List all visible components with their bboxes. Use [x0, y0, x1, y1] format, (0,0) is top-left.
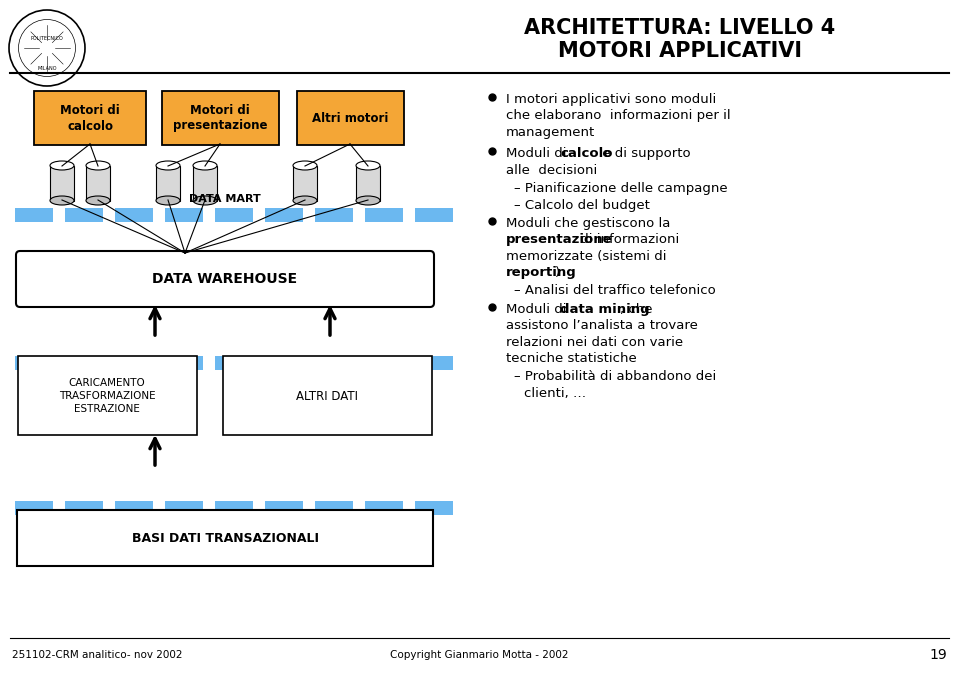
Ellipse shape: [193, 161, 217, 170]
Bar: [365, 501, 403, 515]
Ellipse shape: [193, 196, 217, 205]
Ellipse shape: [86, 196, 110, 205]
Text: presentazione: presentazione: [506, 234, 613, 246]
Text: Motori di
presentazione: Motori di presentazione: [173, 103, 268, 132]
FancyBboxPatch shape: [18, 356, 197, 435]
Text: alle  decisioni: alle decisioni: [506, 164, 597, 177]
Text: memorizzate (sistemi di: memorizzate (sistemi di: [506, 249, 667, 263]
Text: – Pianificazione delle campagne: – Pianificazione delle campagne: [514, 182, 728, 195]
Text: MOTORI APPLICATIVI: MOTORI APPLICATIVI: [558, 41, 802, 61]
Bar: [215, 356, 253, 370]
Text: BASI DATI TRANSAZIONALI: BASI DATI TRANSAZIONALI: [131, 532, 318, 545]
Ellipse shape: [356, 196, 380, 205]
FancyBboxPatch shape: [161, 91, 278, 145]
FancyBboxPatch shape: [34, 91, 146, 145]
Text: DATA WAREHOUSE: DATA WAREHOUSE: [152, 272, 297, 286]
Ellipse shape: [356, 161, 380, 170]
Text: reporting: reporting: [506, 266, 576, 279]
Ellipse shape: [156, 196, 180, 205]
Text: assistono l’analista a trovare: assistono l’analista a trovare: [506, 319, 698, 332]
Bar: [15, 501, 53, 515]
Bar: [265, 501, 303, 515]
Ellipse shape: [50, 196, 74, 205]
Text: Altri motori: Altri motori: [312, 112, 388, 125]
Text: – Calcolo del budget: – Calcolo del budget: [514, 199, 650, 211]
Bar: [415, 356, 453, 370]
Bar: [65, 501, 103, 515]
Text: che elaborano  informazioni per il: che elaborano informazioni per il: [506, 109, 731, 123]
Text: CARICAMENTO
TRASFORMAZIONE
ESTRAZIONE: CARICAMENTO TRASFORMAZIONE ESTRAZIONE: [58, 378, 155, 414]
Bar: [115, 208, 153, 222]
Text: ): ): [554, 266, 560, 279]
Text: relazioni nei dati con varie: relazioni nei dati con varie: [506, 335, 683, 349]
Bar: [115, 501, 153, 515]
Bar: [65, 208, 103, 222]
FancyBboxPatch shape: [16, 251, 434, 307]
Bar: [315, 208, 353, 222]
Bar: [365, 208, 403, 222]
Text: , che: , che: [620, 303, 652, 315]
Ellipse shape: [156, 161, 180, 170]
Bar: [165, 356, 203, 370]
Text: data mining: data mining: [560, 303, 650, 315]
Text: di informazioni: di informazioni: [576, 234, 680, 246]
Bar: [415, 208, 453, 222]
Bar: [15, 208, 53, 222]
Text: Motori di
calcolo: Motori di calcolo: [60, 103, 120, 132]
Text: Copyright Gianmario Motta - 2002: Copyright Gianmario Motta - 2002: [389, 650, 569, 660]
Bar: [165, 501, 203, 515]
Bar: [265, 356, 303, 370]
Ellipse shape: [50, 161, 74, 170]
Bar: [193, 166, 217, 200]
Text: DATA MART: DATA MART: [189, 194, 261, 204]
Ellipse shape: [86, 161, 110, 170]
Text: calcolo: calcolo: [560, 148, 613, 161]
Bar: [215, 208, 253, 222]
Text: POLITECNICO: POLITECNICO: [31, 35, 63, 40]
Text: ALTRI DATI: ALTRI DATI: [296, 389, 358, 403]
Text: – Probabilità di abbandono dei: – Probabilità di abbandono dei: [514, 370, 716, 383]
Bar: [115, 356, 153, 370]
Bar: [265, 208, 303, 222]
Bar: [315, 501, 353, 515]
Bar: [156, 166, 180, 200]
Text: Moduli di: Moduli di: [506, 303, 571, 315]
Text: tecniche statistiche: tecniche statistiche: [506, 352, 637, 365]
Bar: [86, 166, 110, 200]
Bar: [215, 501, 253, 515]
Text: 19: 19: [929, 648, 947, 662]
FancyBboxPatch shape: [296, 91, 404, 145]
FancyBboxPatch shape: [17, 510, 433, 566]
Text: management: management: [506, 126, 596, 139]
Bar: [315, 356, 353, 370]
Bar: [165, 208, 203, 222]
Bar: [293, 166, 317, 200]
Ellipse shape: [293, 161, 317, 170]
Text: I motori applicativi sono moduli: I motori applicativi sono moduli: [506, 93, 716, 106]
Text: Moduli di: Moduli di: [506, 148, 571, 161]
Bar: [50, 166, 74, 200]
Bar: [356, 166, 380, 200]
Ellipse shape: [293, 196, 317, 205]
Text: 251102-CRM analitico- nov 2002: 251102-CRM analitico- nov 2002: [12, 650, 182, 660]
Text: – Analisi del traffico telefonico: – Analisi del traffico telefonico: [514, 284, 715, 297]
Text: Moduli che gestiscono la: Moduli che gestiscono la: [506, 217, 670, 230]
Bar: [15, 356, 53, 370]
Text: ARCHITETTURA: LIVELLO 4: ARCHITETTURA: LIVELLO 4: [525, 18, 835, 38]
Bar: [365, 356, 403, 370]
Bar: [65, 356, 103, 370]
FancyBboxPatch shape: [223, 356, 432, 435]
Text: MILANO: MILANO: [37, 66, 57, 71]
Text: clienti, …: clienti, …: [524, 387, 586, 400]
Bar: [415, 501, 453, 515]
Text: e di supporto: e di supporto: [598, 148, 690, 161]
